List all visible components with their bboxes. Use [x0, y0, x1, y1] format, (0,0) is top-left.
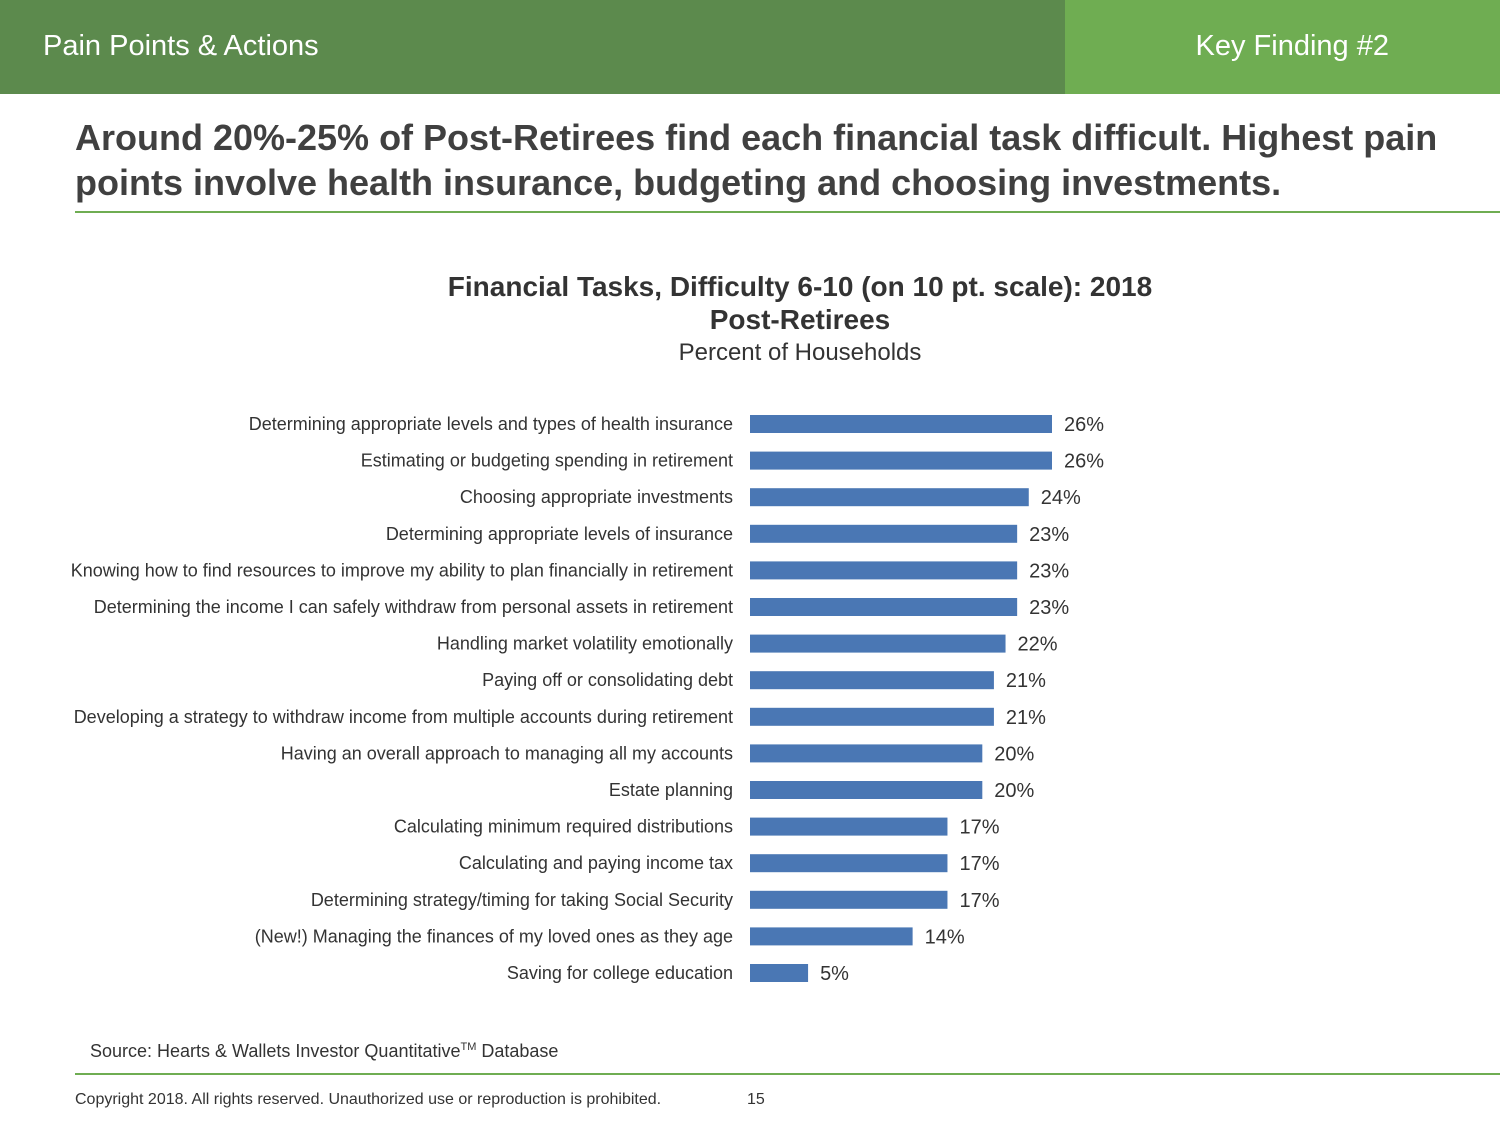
bar: [750, 781, 983, 799]
category-label: Choosing appropriate investments: [460, 487, 733, 507]
bar: [750, 927, 913, 946]
bar: [750, 890, 948, 909]
category-label: Calculating minimum required distributio…: [394, 817, 733, 837]
bar: [750, 964, 809, 982]
bar: [750, 524, 1018, 543]
chart-unit-label: Percent of Households: [678, 339, 922, 366]
bar: [750, 415, 1052, 433]
page-number: 15: [747, 1091, 765, 1108]
bar: [750, 744, 983, 763]
finding-banner: [1065, 0, 1500, 94]
category-label: Developing a strategy to withdraw income…: [74, 707, 733, 727]
value-label: 21%: [1006, 670, 1046, 692]
value-label: 14%: [925, 926, 965, 948]
category-label: Calculating and paying income tax: [459, 853, 733, 873]
headline: Around 20%-25% of Post-Retirees find eac…: [75, 117, 1438, 203]
value-label: 21%: [1006, 707, 1046, 729]
chart-subtitle: Post-Retirees: [709, 304, 891, 335]
bar: [750, 671, 994, 690]
category-label: Determining appropriate levels of insura…: [386, 524, 733, 544]
chart-title: Financial Tasks, Difficulty 6-10 (on 10 …: [447, 271, 1153, 302]
headline-divider: [75, 211, 1500, 213]
bar: [750, 561, 1018, 580]
category-label: Knowing how to find resources to improve…: [71, 560, 733, 580]
trademark-mark: TM: [460, 1041, 477, 1053]
bar: [750, 817, 948, 836]
category-label: (New!) Managing the finances of my loved…: [255, 926, 733, 946]
category-label: Determining strategy/timing for taking S…: [311, 890, 733, 910]
category-label: Estate planning: [609, 780, 733, 800]
category-label: Determining appropriate levels and types…: [249, 414, 733, 434]
value-label: 24%: [1041, 487, 1081, 509]
value-label: 26%: [1064, 451, 1104, 473]
bar: [750, 488, 1029, 507]
value-label: 5%: [820, 963, 849, 985]
header-bar: [0, 0, 1065, 94]
key-finding-label: Key Finding #2: [1195, 30, 1389, 62]
value-label: 20%: [994, 743, 1034, 765]
category-label: Handling market volatility emotionally: [437, 634, 733, 654]
value-label: 23%: [1029, 560, 1069, 582]
value-label: 22%: [1018, 634, 1058, 656]
bar: [750, 854, 948, 873]
bar: [750, 598, 1018, 616]
section-title: Pain Points & Actions: [43, 30, 319, 62]
value-label: 20%: [994, 780, 1034, 802]
bar: [750, 634, 1006, 653]
value-label: 17%: [959, 817, 999, 839]
value-label: 23%: [1029, 597, 1069, 619]
category-label: Having an overall approach to managing a…: [281, 743, 733, 763]
category-label: Paying off or consolidating debt: [482, 670, 733, 690]
category-label: Saving for college education: [507, 963, 733, 983]
copyright-note: Copyright 2018. All rights reserved. Una…: [75, 1091, 662, 1108]
category-label: Estimating or budgeting spending in reti…: [361, 451, 733, 471]
category-label: Determining the income I can safely with…: [94, 597, 733, 617]
value-label: 17%: [959, 853, 999, 875]
value-label: 23%: [1029, 524, 1069, 546]
footer-divider: [75, 1073, 1500, 1075]
source-note: Source: Hearts & Wallets Investor Quanti…: [90, 1041, 559, 1061]
bar: [750, 451, 1052, 470]
value-label: 26%: [1064, 414, 1104, 436]
value-label: 17%: [959, 890, 999, 912]
bar: [750, 707, 994, 726]
